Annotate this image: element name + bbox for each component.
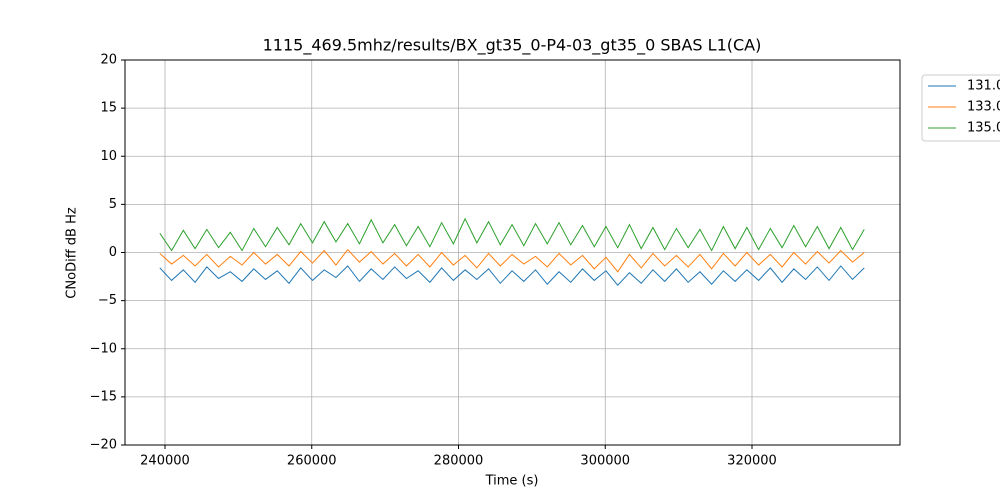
series-line [159, 217, 865, 252]
y-tick-label: 15 [100, 101, 117, 116]
legend-box [921, 74, 1000, 142]
x-tick-label: 300000 [580, 454, 630, 469]
y-tick-label: 0 [109, 245, 117, 260]
y-tick-label: −15 [90, 389, 117, 404]
y-tick-label: 20 [100, 53, 117, 68]
y-tick-label: 10 [100, 149, 117, 164]
chart-title: 1115_469.5mhz/results/BX_gt35_0-P4-03_gt… [263, 36, 762, 56]
y-tick-label: 5 [109, 197, 117, 212]
series-line [159, 248, 865, 273]
y-tick-label: −5 [98, 293, 117, 308]
series-line [159, 265, 865, 286]
x-tick-label: 260000 [287, 454, 337, 469]
x-tick-label: 240000 [140, 454, 190, 469]
x-tick-label: 320000 [727, 454, 777, 469]
legend-label: 133.0 [967, 100, 1000, 115]
x-tick-label: 280000 [434, 454, 484, 469]
legend-label: 131.0 [967, 79, 1000, 94]
plot-frame [124, 59, 901, 446]
x-axis-label: Time (s) [485, 474, 539, 489]
y-axis-label: CNoDiff dB Hz [65, 207, 80, 299]
y-tick-label: −10 [90, 341, 117, 356]
legend-label: 135.0 [967, 121, 1000, 136]
y-tick-label: −20 [90, 438, 117, 453]
